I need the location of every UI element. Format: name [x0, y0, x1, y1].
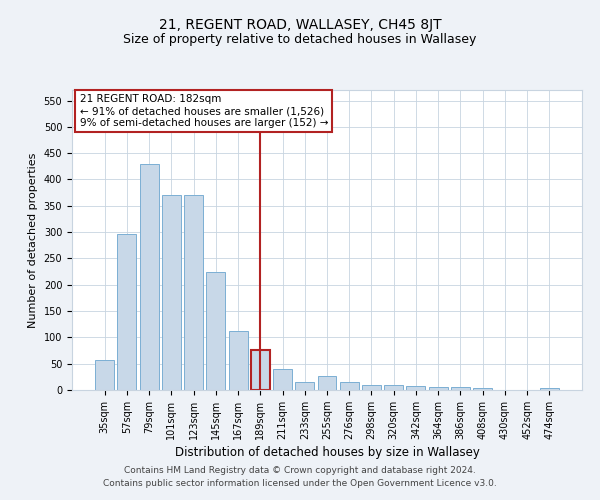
- Bar: [140, 164, 158, 390]
- Text: Size of property relative to detached houses in Wallasey: Size of property relative to detached ho…: [124, 32, 476, 46]
- X-axis label: Distribution of detached houses by size in Wallasey: Distribution of detached houses by size …: [175, 446, 479, 459]
- Bar: [384, 384, 403, 390]
- Bar: [362, 384, 381, 390]
- Text: 21 REGENT ROAD: 182sqm
← 91% of detached houses are smaller (1,526)
9% of semi-d: 21 REGENT ROAD: 182sqm ← 91% of detached…: [80, 94, 328, 128]
- Bar: [295, 382, 314, 390]
- Bar: [473, 388, 492, 390]
- Bar: [251, 350, 270, 390]
- Bar: [340, 382, 359, 390]
- Y-axis label: Number of detached properties: Number of detached properties: [28, 152, 38, 328]
- Bar: [317, 376, 337, 390]
- Bar: [184, 196, 203, 390]
- Bar: [540, 388, 559, 390]
- Bar: [273, 369, 292, 390]
- Bar: [406, 386, 425, 390]
- Bar: [95, 360, 114, 390]
- Bar: [118, 234, 136, 390]
- Text: Contains HM Land Registry data © Crown copyright and database right 2024.
Contai: Contains HM Land Registry data © Crown c…: [103, 466, 497, 487]
- Bar: [429, 388, 448, 390]
- Bar: [162, 196, 181, 390]
- Bar: [229, 330, 248, 390]
- Bar: [451, 388, 470, 390]
- Text: 21, REGENT ROAD, WALLASEY, CH45 8JT: 21, REGENT ROAD, WALLASEY, CH45 8JT: [158, 18, 442, 32]
- Bar: [206, 272, 225, 390]
